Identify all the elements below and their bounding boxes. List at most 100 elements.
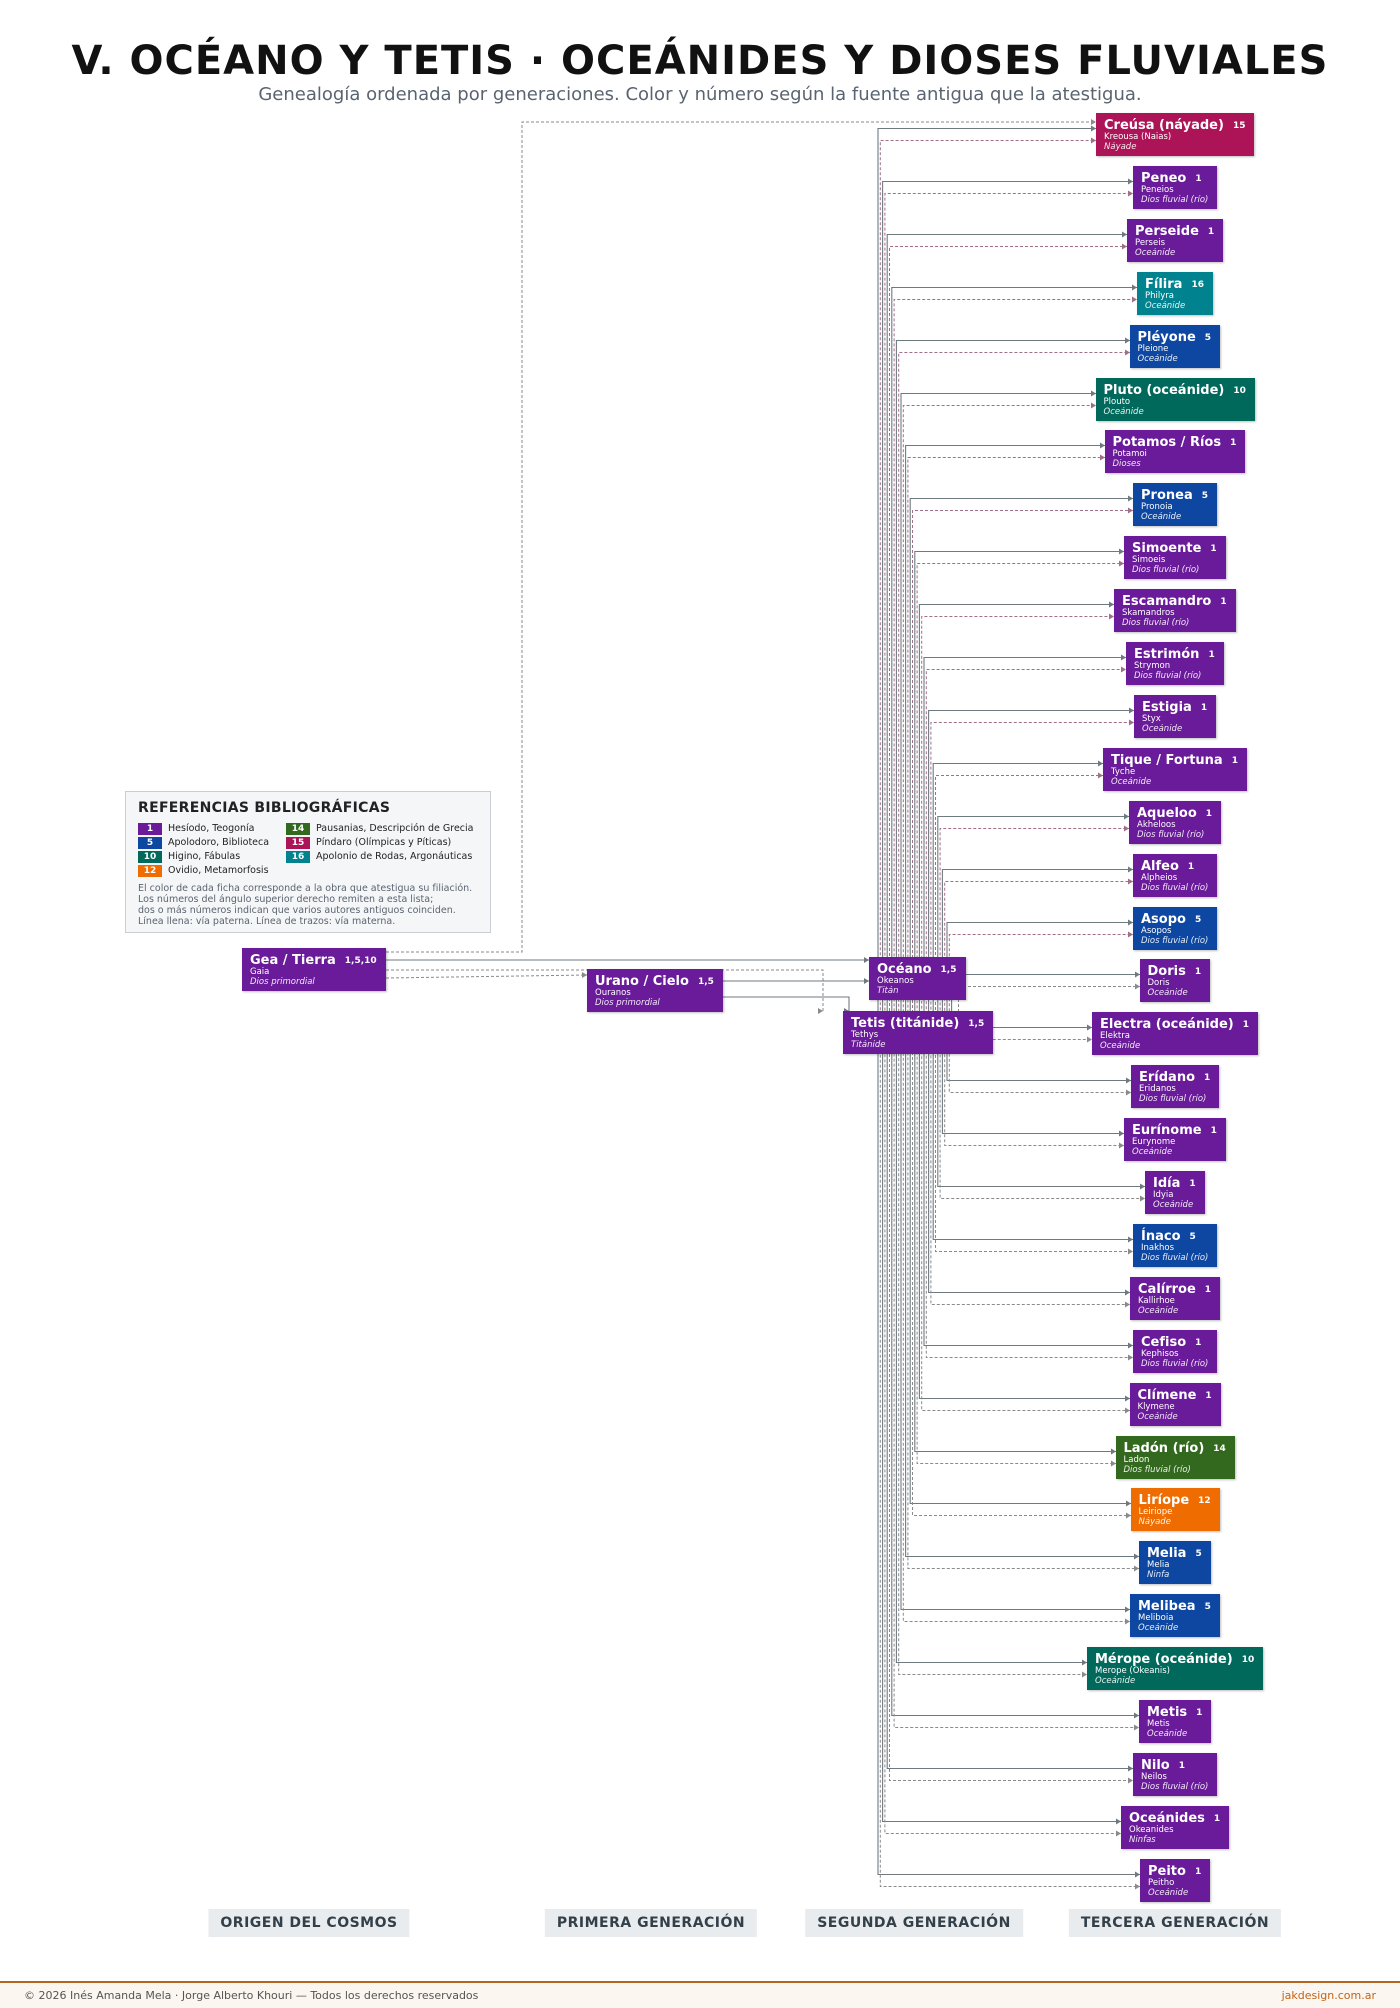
node-role: Oceánide (1148, 1887, 1189, 1898)
arrowhead (1128, 878, 1133, 885)
arrowhead (1128, 1248, 1133, 1255)
node-name: Pluto (oceánide) (1103, 382, 1225, 398)
legend-item: 16 Apolonio de Rodas, Argonáuticas (286, 850, 486, 863)
node-head: Pléyone 5 (1138, 328, 1212, 345)
paternal-line (946, 921, 1133, 980)
maternal-line (884, 193, 1133, 1033)
arrowhead (1128, 1354, 1133, 1361)
legend-note: El color de cada ficha corresponde a la … (138, 883, 473, 894)
maternal-line (889, 246, 1127, 1033)
node-head: Estrimón 1 (1134, 645, 1215, 662)
node: Cefiso 1 Kephisos Dios fluvial (río) (1133, 1329, 1218, 1373)
node: Peito 1 Peitho Oceánide (1140, 1858, 1211, 1902)
node-latin: Melia (1147, 1560, 1170, 1571)
node-name: Fílira (1145, 276, 1183, 292)
node-name: Tetis (titánide) (851, 1016, 960, 1031)
node: Aqueloo 1 Akheloos Dios fluvial (río) (1129, 800, 1222, 844)
node: Melia 5 Melia Ninfa (1139, 1541, 1211, 1585)
arrowhead (1134, 1553, 1139, 1560)
legend-label: Higino, Fábulas (168, 851, 241, 862)
node-name: Pronea (1141, 488, 1193, 504)
node-role: Dios primordial (250, 977, 315, 987)
node: Perseide 1 Perseis Oceánide (1127, 218, 1224, 262)
node: Clímene 1 Klymene Oceánide (1129, 1382, 1221, 1426)
node-latin: Perseis (1135, 237, 1165, 248)
node-name: Mérope (oceánide) (1095, 1652, 1233, 1668)
node-head: Mérope (oceánide) 10 (1095, 1650, 1254, 1667)
node: Doris 1 Doris Oceánide (1139, 959, 1211, 1003)
node-refs: 1 (1194, 1866, 1202, 1877)
legend-note: dos o más números indican que varios aut… (138, 905, 456, 916)
node-head: Gea / Tierra 1,5,10 (250, 951, 377, 968)
node-role: Dios fluvial (río) (1141, 882, 1209, 893)
node-latin: Kallirhoe (1138, 1295, 1175, 1306)
node: Océano 1,5 Okeanos Titán (869, 957, 966, 1000)
node-role: Oceánide (1137, 353, 1178, 364)
node-name: Peito (1148, 1863, 1186, 1879)
paternal-line (895, 977, 1087, 1664)
node: Calírroe 1 Kallirhoe Oceánide (1130, 1276, 1221, 1320)
node-refs: 1 (1204, 1284, 1212, 1295)
node-role: Dios fluvial (río) (1139, 1094, 1207, 1105)
node-role: Ninfa (1147, 1570, 1170, 1581)
arrowhead (1109, 601, 1114, 608)
arrowhead (1124, 813, 1129, 820)
node-refs: 1 (1178, 1760, 1185, 1771)
node-refs: 1 (1213, 1813, 1221, 1824)
node-refs: 5 (1189, 1231, 1196, 1242)
node-name: Oceánides (1129, 1810, 1205, 1826)
paternal-line (882, 180, 1133, 980)
maternal-line (884, 1032, 1121, 1834)
node-role: Oceánide (1111, 776, 1152, 787)
arrowhead (1135, 1883, 1140, 1890)
node-name: Liríope (1138, 1493, 1190, 1509)
arrowhead (1126, 1089, 1131, 1096)
node-latin: Pronoia (1141, 502, 1173, 513)
node-head: Urano / Cielo 1,5 (595, 972, 714, 989)
node-name: Estigia (1142, 699, 1192, 715)
node-latin: Styx (1142, 713, 1161, 724)
arrowhead (1082, 1659, 1087, 1666)
legend-label: Pausanias, Descripción de Grecia (316, 823, 474, 834)
node-latin: Merope (Okeanis) (1095, 1666, 1170, 1677)
legend-items: 1 Hesíodo, Teogonía 5 Apolodoro, Biblioteca… (138, 822, 478, 877)
node-head: Nilo 1 (1141, 1756, 1208, 1773)
arrowhead (1125, 1407, 1130, 1414)
node-head: Melibea 5 (1138, 1597, 1211, 1614)
node-latin: Simoeis (1132, 555, 1166, 566)
maternal-line (925, 1032, 1133, 1358)
node-latin: Tyche (1111, 766, 1136, 777)
arrowhead (1132, 296, 1137, 303)
node-name: Escamandro (1122, 594, 1212, 610)
node-head: Simoente 1 (1132, 539, 1217, 556)
site[interactable]: jakdesign.com.ar (1281, 1989, 1376, 2002)
legend-number: 10 (138, 850, 162, 863)
node-head: Ínaco 5 (1141, 1227, 1208, 1244)
legend-item: 12 Ovidio, Metamorfosis (138, 864, 286, 877)
node-latin: Gaia (250, 967, 270, 977)
node-head: Pronea 5 (1141, 486, 1208, 503)
arrowhead (1126, 1512, 1131, 1519)
paternal-line (909, 977, 1131, 1505)
node-latin: Asopos (1141, 925, 1172, 936)
node: Estrimón 1 Strymon Dios fluvial (río) (1126, 642, 1224, 685)
node-head: Ladón (río) 14 (1124, 1439, 1226, 1456)
node: Tique / Fortuna 1 Tyche Oceánide (1103, 747, 1247, 791)
arrowhead (864, 957, 869, 963)
node-refs: 1 (1207, 226, 1215, 237)
node-name: Simoente (1132, 541, 1202, 557)
node-role: Oceánide (1142, 723, 1183, 734)
arrowhead (1091, 402, 1096, 409)
arrowhead (818, 1008, 823, 1014)
maternal-line (944, 881, 1133, 1033)
node-refs: 16 (1191, 279, 1204, 290)
node-name: Gea / Tierra (250, 953, 336, 968)
node-latin: Kreousa (Naias) (1104, 132, 1172, 142)
arrowhead (1132, 284, 1137, 291)
credits: © 2026 Inés Amanda Mela · Jorge Alberto … (24, 1989, 479, 2002)
arrowhead (1091, 125, 1096, 132)
arrowhead (1091, 119, 1096, 125)
node-name: Tique / Fortuna (1111, 752, 1223, 768)
node-head: Perseide 1 (1135, 222, 1214, 239)
arrowhead (1109, 613, 1114, 620)
